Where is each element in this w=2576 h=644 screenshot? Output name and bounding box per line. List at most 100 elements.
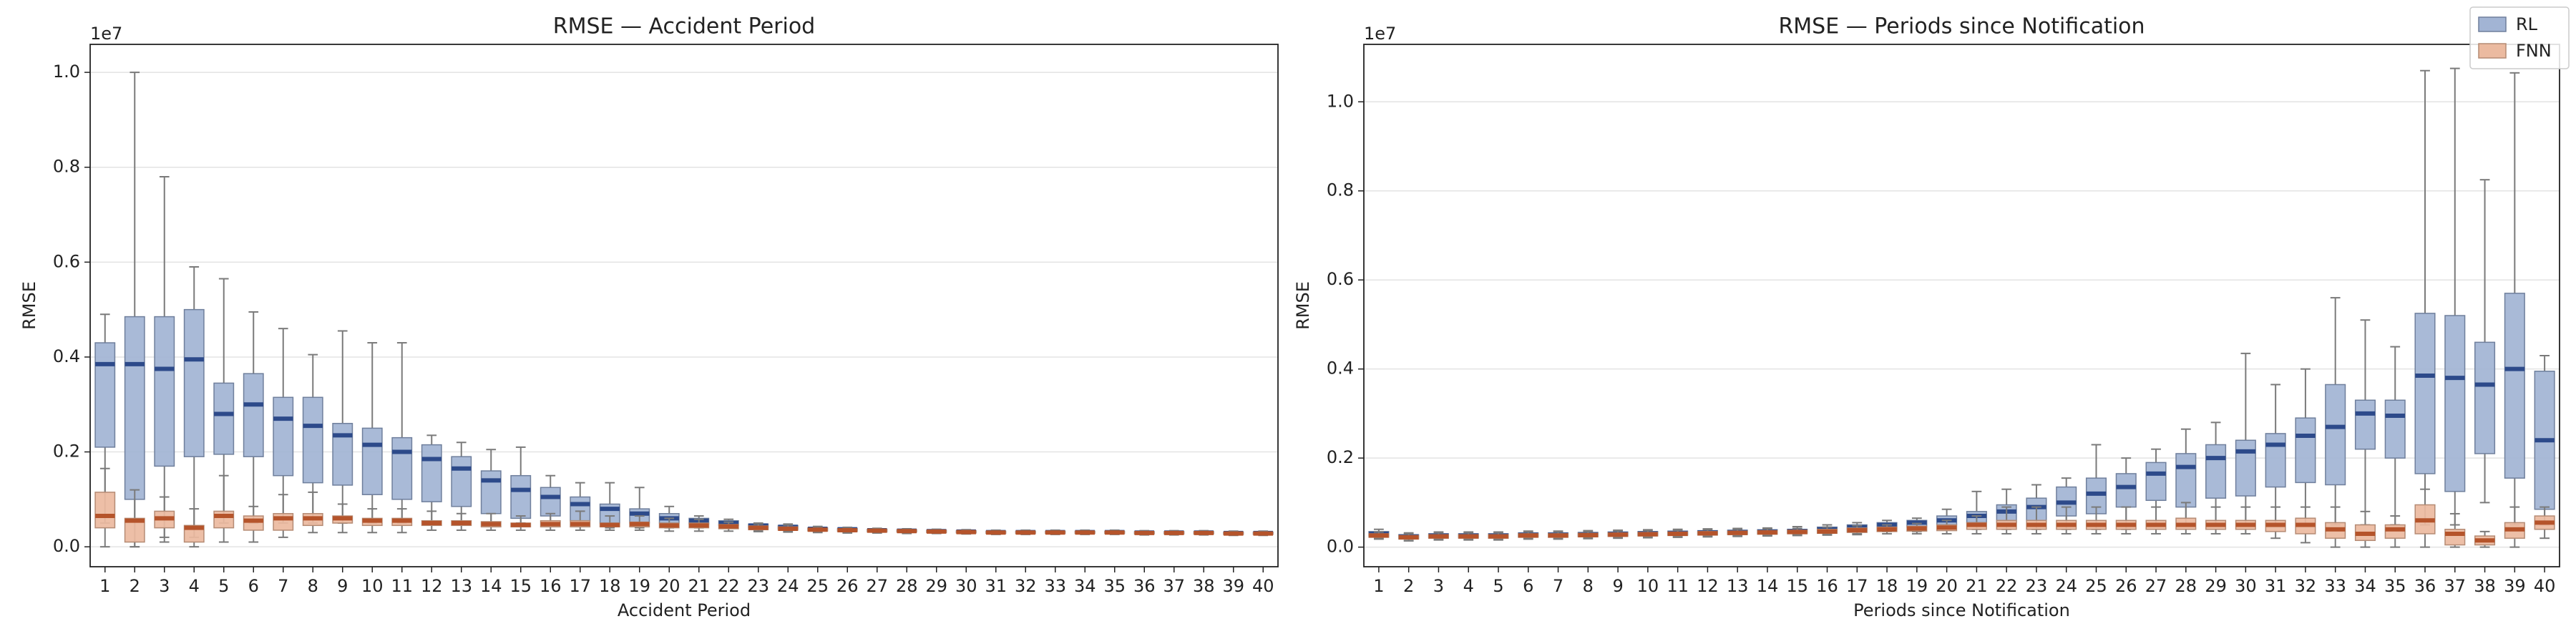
- box: [540, 487, 561, 517]
- x-tick-label: 36: [2414, 576, 2436, 596]
- box: [94, 492, 116, 529]
- x-tick-label: 20: [658, 576, 680, 596]
- x-tick-label: 33: [1044, 576, 1066, 596]
- x-tick-label: 3: [1433, 576, 1444, 596]
- x-tick-label: 16: [540, 576, 562, 596]
- box: [2145, 462, 2167, 502]
- x-tick-label: 29: [925, 576, 947, 596]
- box: [480, 470, 502, 514]
- box: [510, 474, 532, 519]
- x-tick-label: 27: [2145, 576, 2167, 596]
- y-axis-label: RMSE: [1293, 281, 1313, 330]
- box: [243, 515, 264, 531]
- x-tick-label: 18: [1876, 576, 1898, 596]
- x-tick-label: 7: [278, 576, 288, 596]
- y-tick-label: 0.4: [1327, 358, 1354, 379]
- y-offset-label: 1e7: [1364, 24, 1396, 44]
- box: [2384, 399, 2406, 459]
- box: [2354, 399, 2376, 450]
- box: [273, 512, 294, 531]
- legend: RL FNN: [2469, 6, 2570, 69]
- box: [124, 316, 145, 500]
- y-tick-label: 1.0: [53, 62, 80, 82]
- box: [2175, 453, 2197, 508]
- plot-frame: [89, 44, 1279, 567]
- box: [2444, 315, 2466, 492]
- x-tick-label: 37: [1163, 576, 1185, 596]
- box: [213, 510, 235, 529]
- x-tick-label: 10: [1637, 576, 1659, 596]
- x-tick-label: 21: [688, 576, 710, 596]
- y-tick-label: 0.6: [53, 251, 80, 271]
- x-tick-label: 13: [450, 576, 472, 596]
- y-axis-label: RMSE: [19, 281, 39, 330]
- box: [2504, 293, 2525, 479]
- panel: 0.00.20.40.60.81.01 2 3 4 5 6 7 8 9 10 11 12 13 14 15 1…: [19, 14, 1279, 620]
- y-tick-label: 0.2: [53, 441, 80, 462]
- x-tick-label: 3: [159, 576, 170, 596]
- y-tick-label: 1.0: [1327, 91, 1354, 111]
- x-tick-label: 34: [2354, 576, 2376, 596]
- x-tick-label: 17: [1846, 576, 1868, 596]
- x-tick-label: 24: [777, 576, 799, 596]
- box: [2115, 473, 2137, 508]
- chart-title: RMSE — Accident Period: [553, 14, 815, 39]
- legend-swatch: [2478, 43, 2507, 59]
- box: [94, 342, 116, 448]
- x-tick-label: 15: [1786, 576, 1808, 596]
- box: [451, 456, 472, 507]
- x-tick-label: 8: [1583, 576, 1594, 596]
- x-tick-label: 38: [2474, 576, 2496, 596]
- x-tick-label: 35: [1103, 576, 1126, 596]
- x-tick-label: 12: [1697, 576, 1719, 596]
- box: [213, 382, 235, 455]
- box: [332, 423, 353, 486]
- x-tick-label: 25: [806, 576, 829, 596]
- box: [2265, 433, 2286, 488]
- x-tick-label: 30: [2235, 576, 2257, 596]
- x-tick-label: 26: [2115, 576, 2137, 596]
- x-tick-label: 39: [2504, 576, 2526, 596]
- box: [2325, 384, 2346, 486]
- box: [2235, 439, 2256, 497]
- x-tick-label: 23: [747, 576, 769, 596]
- x-tick-label: 26: [836, 576, 859, 596]
- x-tick-label: 32: [1015, 576, 1037, 596]
- x-tick-label: 22: [1996, 576, 2018, 596]
- y-tick-label: 0.0: [53, 536, 80, 556]
- x-tick-label: 28: [2175, 576, 2197, 596]
- x-tick-label: 36: [1133, 576, 1156, 596]
- x-tick-label: 24: [2055, 576, 2077, 596]
- box: [183, 308, 205, 457]
- box: [302, 396, 323, 484]
- x-tick-label: 8: [308, 576, 318, 596]
- x-tick-label: 27: [866, 576, 888, 596]
- x-tick-label: 35: [2384, 576, 2406, 596]
- x-tick-label: 9: [1612, 576, 1623, 596]
- x-tick-label: 17: [569, 576, 591, 596]
- y-tick-label: 0.6: [1327, 269, 1354, 289]
- x-tick-label: 31: [2265, 576, 2287, 596]
- x-tick-label: 9: [337, 576, 348, 596]
- x-tick-label: 32: [2295, 576, 2317, 596]
- x-tick-label: 38: [1193, 576, 1215, 596]
- box: [273, 396, 294, 477]
- x-tick-label: 4: [1463, 576, 1474, 596]
- y-tick-label: 0.8: [1327, 180, 1354, 200]
- y-tick-label: 0.4: [53, 346, 80, 366]
- x-tick-label: 6: [248, 576, 259, 596]
- box: [2295, 417, 2316, 484]
- x-tick-label: 11: [391, 576, 413, 596]
- x-tick-label: 40: [1252, 576, 1274, 596]
- x-tick-label: 31: [985, 576, 1007, 596]
- box: [154, 316, 175, 467]
- x-tick-label: 29: [2205, 576, 2227, 596]
- x-tick-label: 7: [1553, 576, 1563, 596]
- box: [361, 427, 383, 495]
- box: [421, 444, 442, 502]
- box: [2205, 444, 2227, 499]
- x-tick-label: 22: [718, 576, 740, 596]
- panel: 0.00.20.40.60.81.01 2 3 4 5 6 7 8 9 10 11 12 13 14 15 1…: [1293, 6, 2570, 620]
- x-tick-label: 23: [2026, 576, 2048, 596]
